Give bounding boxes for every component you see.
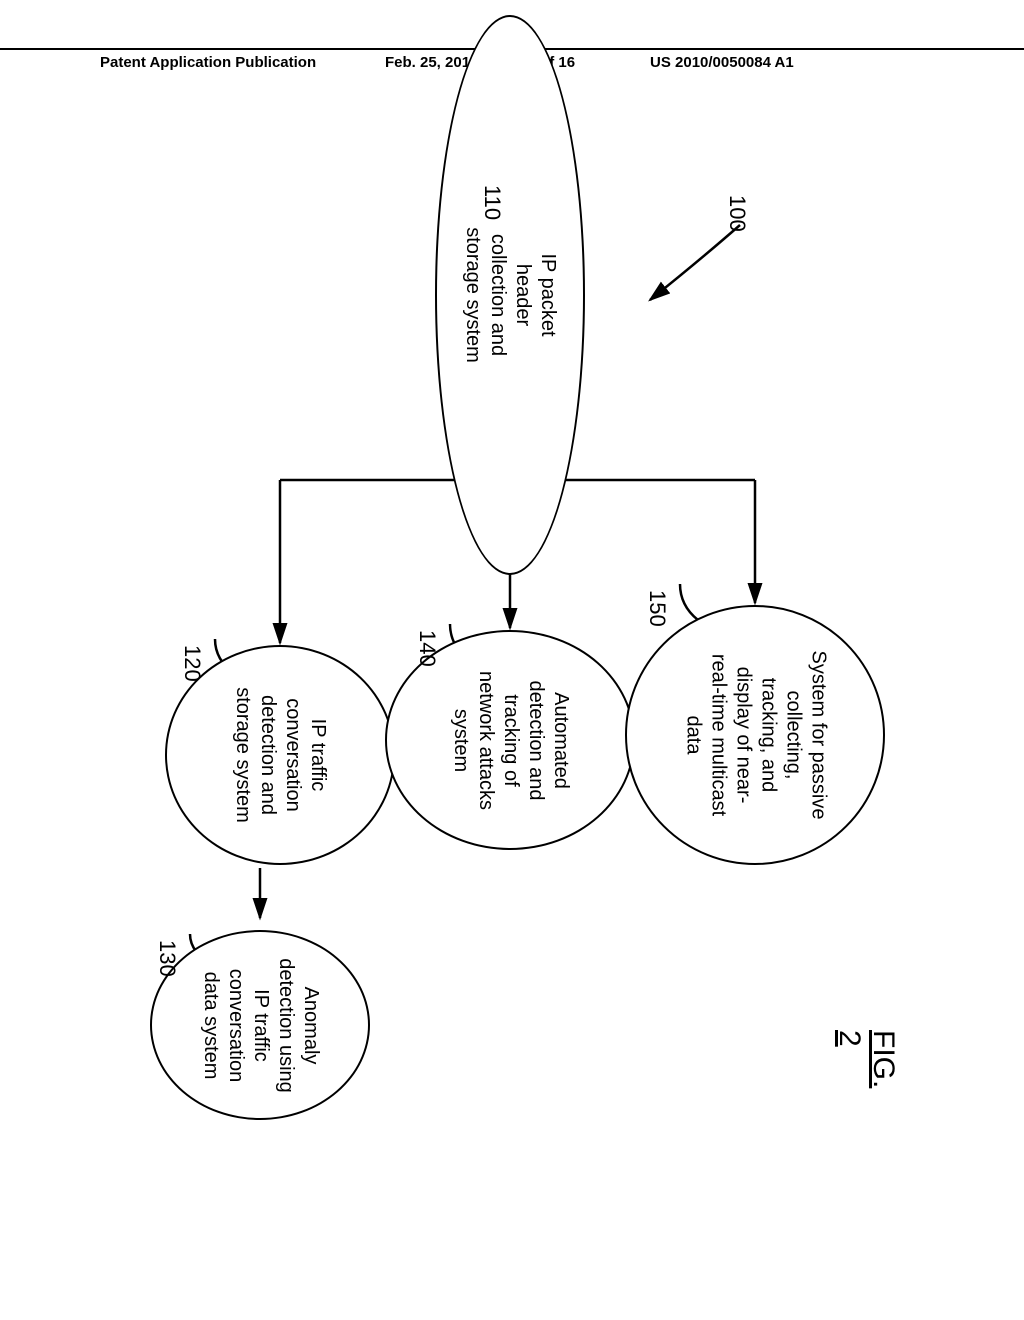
diagram-area: IP packet header collection and storage … xyxy=(90,170,940,1200)
ref-120: 120 xyxy=(179,645,205,682)
node-anomaly-detection: Anomaly detection using IP traffic conve… xyxy=(150,930,370,1120)
node-passive-multicast: System for passive collecting, tracking,… xyxy=(625,605,885,865)
node-automated-detection-label: Automated detection and tracking of netw… xyxy=(447,671,572,810)
ref-140: 140 xyxy=(414,630,440,667)
node-ip-traffic-conversation-label: IP traffic conversation detection and st… xyxy=(230,687,330,823)
node-anomaly-detection-label: Anomaly detection using IP traffic conve… xyxy=(197,958,322,1093)
header-left: Patent Application Publication xyxy=(100,54,316,71)
node-ip-packet-header: IP packet header collection and storage … xyxy=(435,15,585,575)
ref-130: 130 xyxy=(154,940,180,977)
ref-150: 150 xyxy=(644,590,670,627)
node-ip-packet-header-label: IP packet header collection and storage … xyxy=(460,222,560,368)
ref-100: 100 xyxy=(724,195,750,232)
header-right: US 2010/0050084 A1 xyxy=(650,54,794,71)
ref-110: 110 xyxy=(479,185,505,220)
figure-label: FIG. 2 xyxy=(832,1030,900,1088)
node-passive-multicast-label: System for passive collecting, tracking,… xyxy=(680,651,830,820)
